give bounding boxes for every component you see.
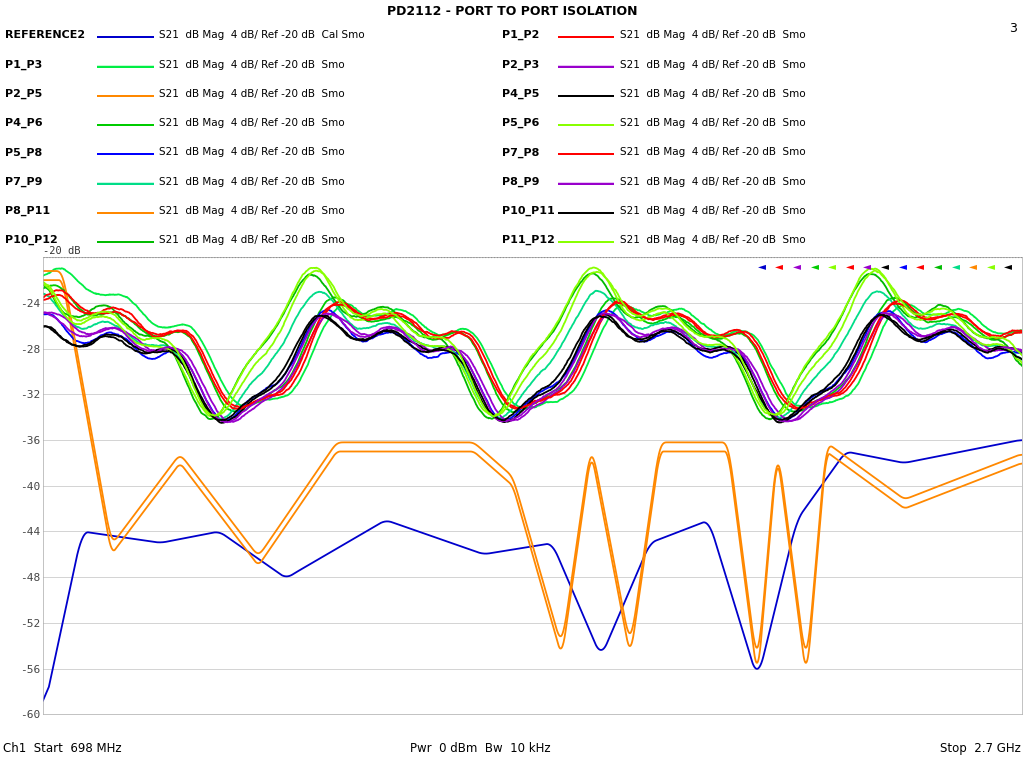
Text: Stop  2.7 GHz: Stop 2.7 GHz [940, 743, 1021, 755]
Text: P7_P9: P7_P9 [5, 177, 43, 187]
Text: P1_P2: P1_P2 [502, 30, 539, 41]
Text: S21  dB Mag  4 dB/ Ref -20 dB  Smo: S21 dB Mag 4 dB/ Ref -20 dB Smo [159, 89, 344, 99]
Text: P4_P6: P4_P6 [5, 118, 43, 128]
Text: ◄: ◄ [969, 261, 977, 271]
Text: S21  dB Mag  4 dB/ Ref -20 dB  Smo: S21 dB Mag 4 dB/ Ref -20 dB Smo [620, 235, 805, 245]
Text: ◄: ◄ [828, 261, 837, 271]
Text: S21  dB Mag  4 dB/ Ref -20 dB  Smo: S21 dB Mag 4 dB/ Ref -20 dB Smo [620, 177, 805, 187]
Text: S21  dB Mag  4 dB/ Ref -20 dB  Smo: S21 dB Mag 4 dB/ Ref -20 dB Smo [620, 118, 805, 128]
Text: ◄: ◄ [934, 261, 942, 271]
Text: S21  dB Mag  4 dB/ Ref -20 dB  Smo: S21 dB Mag 4 dB/ Ref -20 dB Smo [620, 206, 805, 216]
Text: P10_P11: P10_P11 [502, 206, 555, 216]
Text: P4_P5: P4_P5 [502, 89, 539, 99]
Text: S21  dB Mag  4 dB/ Ref -20 dB  Smo: S21 dB Mag 4 dB/ Ref -20 dB Smo [159, 147, 344, 157]
Text: P8_P11: P8_P11 [5, 206, 50, 216]
Text: REFERENCE2: REFERENCE2 [5, 30, 85, 40]
Text: ◄: ◄ [846, 261, 854, 271]
Text: P11_P12: P11_P12 [502, 235, 555, 246]
Text: ◄: ◄ [758, 261, 766, 271]
Text: P8_P9: P8_P9 [502, 177, 540, 187]
Text: P5_P8: P5_P8 [5, 147, 42, 157]
Text: S21  dB Mag  4 dB/ Ref -20 dB  Smo: S21 dB Mag 4 dB/ Ref -20 dB Smo [620, 60, 805, 70]
Text: P2_P3: P2_P3 [502, 59, 539, 70]
Text: S21  dB Mag  4 dB/ Ref -20 dB  Smo: S21 dB Mag 4 dB/ Ref -20 dB Smo [620, 30, 805, 40]
Text: Ch1  Start  698 MHz: Ch1 Start 698 MHz [3, 743, 122, 755]
Text: ◄: ◄ [987, 261, 994, 271]
Text: Pwr  0 dBm  Bw  10 kHz: Pwr 0 dBm Bw 10 kHz [410, 743, 550, 755]
Text: S21  dB Mag  4 dB/ Ref -20 dB  Cal Smo: S21 dB Mag 4 dB/ Ref -20 dB Cal Smo [159, 30, 365, 40]
Text: ◄: ◄ [775, 261, 783, 271]
Text: -20 dB: -20 dB [43, 246, 81, 256]
Text: ◄: ◄ [951, 261, 959, 271]
Text: P5_P6: P5_P6 [502, 118, 539, 128]
Text: ◄: ◄ [863, 261, 871, 271]
Text: ◄: ◄ [899, 261, 906, 271]
Text: P7_P8: P7_P8 [502, 147, 539, 157]
Text: PD2112 - PORT TO PORT ISOLATION: PD2112 - PORT TO PORT ISOLATION [387, 5, 637, 18]
Text: S21  dB Mag  4 dB/ Ref -20 dB  Smo: S21 dB Mag 4 dB/ Ref -20 dB Smo [159, 60, 344, 70]
Text: ◄: ◄ [811, 261, 818, 271]
Text: S21  dB Mag  4 dB/ Ref -20 dB  Smo: S21 dB Mag 4 dB/ Ref -20 dB Smo [159, 177, 344, 187]
Text: S21  dB Mag  4 dB/ Ref -20 dB  Smo: S21 dB Mag 4 dB/ Ref -20 dB Smo [159, 206, 344, 216]
Text: P2_P5: P2_P5 [5, 89, 42, 99]
Text: S21  dB Mag  4 dB/ Ref -20 dB  Smo: S21 dB Mag 4 dB/ Ref -20 dB Smo [159, 235, 344, 245]
Text: ◄: ◄ [1005, 261, 1013, 271]
Text: P10_P12: P10_P12 [5, 235, 58, 246]
Text: 3: 3 [1009, 22, 1017, 35]
Text: ◄: ◄ [793, 261, 801, 271]
Text: S21  dB Mag  4 dB/ Ref -20 dB  Smo: S21 dB Mag 4 dB/ Ref -20 dB Smo [620, 89, 805, 99]
Text: P1_P3: P1_P3 [5, 59, 42, 70]
Text: ◄: ◄ [881, 261, 889, 271]
Text: S21  dB Mag  4 dB/ Ref -20 dB  Smo: S21 dB Mag 4 dB/ Ref -20 dB Smo [620, 147, 805, 157]
Text: S21  dB Mag  4 dB/ Ref -20 dB  Smo: S21 dB Mag 4 dB/ Ref -20 dB Smo [159, 118, 344, 128]
Text: ◄: ◄ [916, 261, 925, 271]
